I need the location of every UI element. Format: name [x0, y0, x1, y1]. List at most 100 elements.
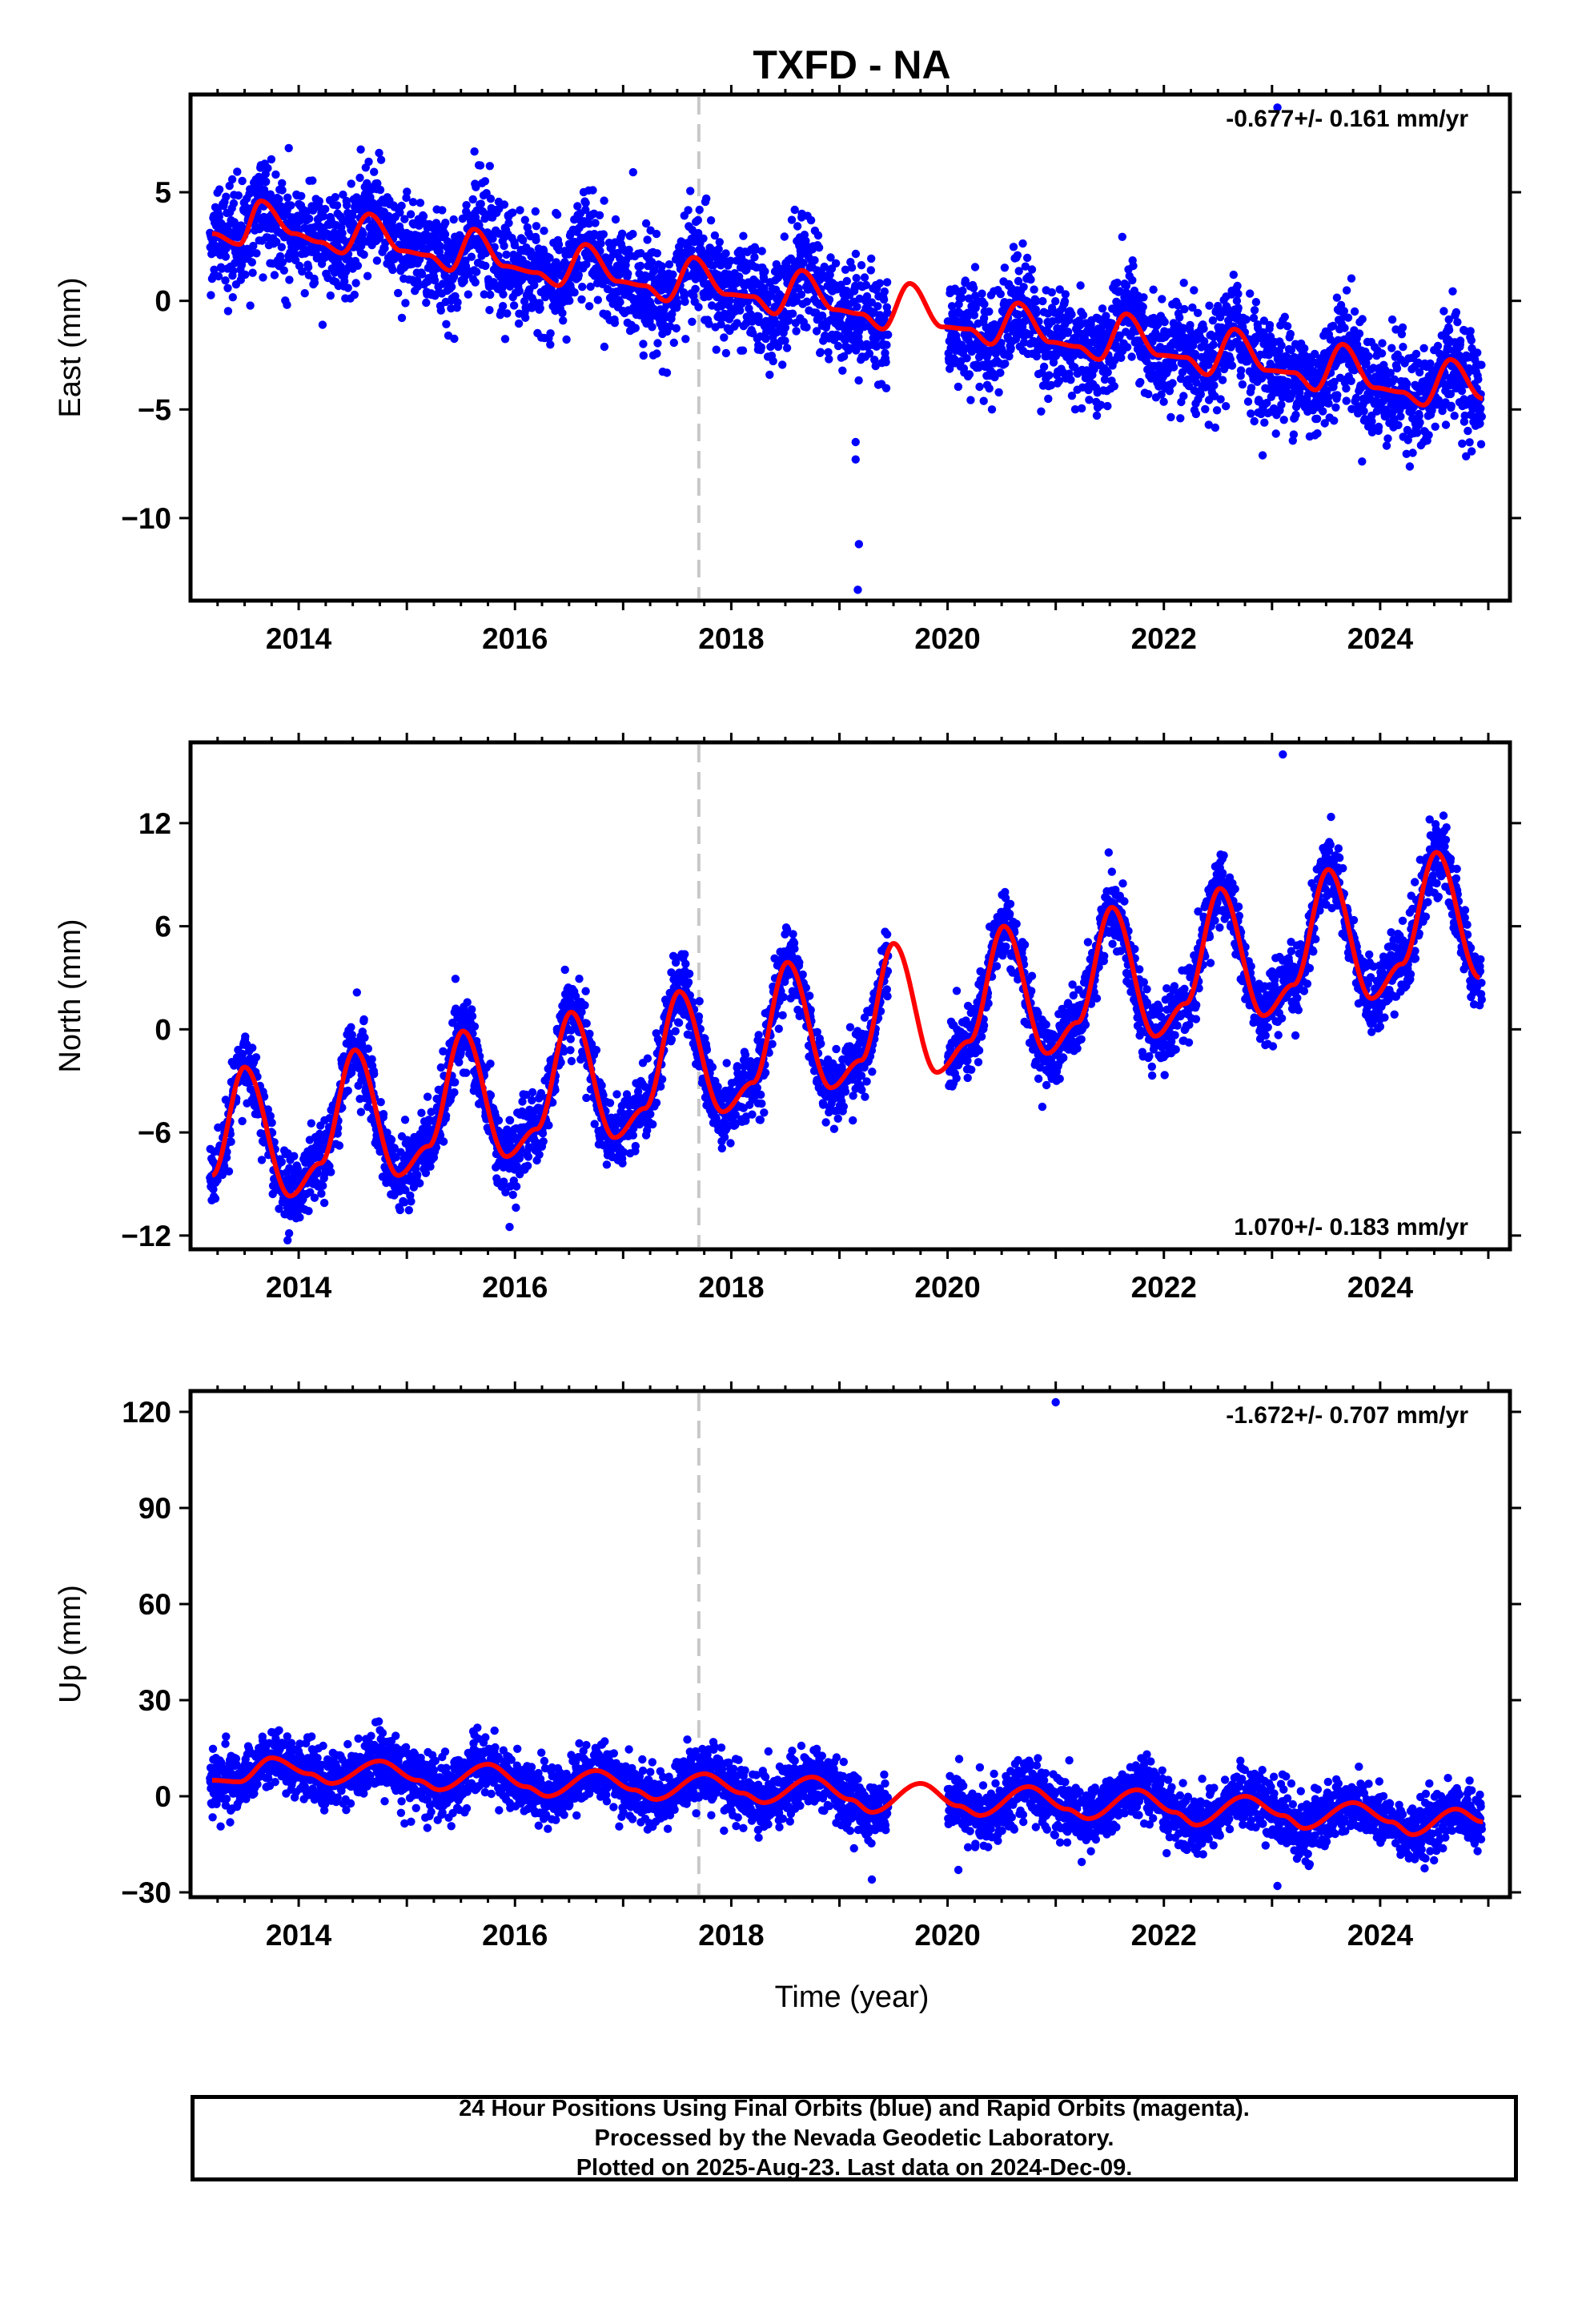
position-point	[802, 323, 811, 332]
position-point	[600, 196, 608, 205]
position-point	[332, 201, 342, 210]
position-point	[353, 261, 363, 270]
position-point	[1265, 320, 1275, 330]
position-point	[305, 214, 314, 223]
position-point	[1412, 428, 1422, 437]
position-point	[1331, 403, 1340, 412]
position-point	[1405, 462, 1415, 471]
position-point	[331, 193, 339, 202]
position-point	[363, 1044, 372, 1053]
position-point	[348, 211, 357, 220]
position-point	[1399, 343, 1407, 352]
position-point	[1260, 418, 1269, 427]
position-point	[1477, 412, 1487, 421]
position-point	[1247, 409, 1255, 418]
position-point	[1113, 278, 1122, 287]
position-point	[1289, 430, 1299, 439]
position-point	[739, 231, 748, 240]
position-point	[987, 405, 997, 414]
position-point	[1439, 307, 1448, 316]
position-point	[954, 382, 963, 392]
position-point	[628, 167, 637, 177]
position-point	[867, 254, 876, 263]
position-point	[1343, 313, 1353, 322]
position-point	[985, 384, 994, 393]
y-tick-label: 5	[155, 176, 171, 209]
position-point	[721, 249, 730, 258]
position-point	[1229, 270, 1239, 279]
position-point	[1238, 380, 1247, 389]
position-point	[1453, 318, 1462, 327]
position-point	[695, 205, 704, 215]
position-point	[350, 290, 359, 300]
position-point	[450, 334, 459, 344]
position-point	[417, 1108, 426, 1117]
position-point	[1179, 392, 1188, 400]
position-point	[278, 179, 287, 187]
position-point	[285, 275, 294, 284]
position-point	[1063, 328, 1073, 336]
position-point	[657, 262, 666, 271]
position-point	[721, 348, 731, 358]
position-point	[436, 306, 445, 315]
position-point	[1448, 287, 1457, 296]
position-point	[962, 354, 971, 363]
position-point	[559, 316, 568, 325]
position-point	[394, 288, 403, 298]
position-point	[1212, 406, 1222, 415]
position-point	[223, 307, 233, 316]
position-point	[813, 231, 823, 240]
position-point	[631, 324, 640, 332]
position-point	[1383, 434, 1392, 443]
position-point	[806, 215, 816, 225]
position-point	[1286, 329, 1295, 339]
position-point	[423, 1092, 432, 1101]
position-point	[319, 1181, 327, 1190]
position-point	[1209, 340, 1218, 349]
position-point	[1234, 289, 1243, 299]
position-point	[1387, 315, 1397, 324]
position-point	[969, 283, 978, 292]
position-point	[712, 345, 721, 354]
position-point	[326, 291, 335, 300]
position-point	[1047, 287, 1057, 297]
position-point	[1233, 281, 1242, 291]
position-point	[486, 195, 496, 203]
position-point	[403, 187, 412, 196]
position-point	[879, 295, 889, 304]
position-point	[234, 191, 243, 200]
position-point	[1234, 304, 1243, 312]
position-point	[249, 241, 258, 251]
position-point	[1168, 379, 1177, 388]
position-point	[375, 232, 384, 242]
position-point	[472, 267, 481, 276]
position-point	[221, 276, 230, 285]
position-point	[396, 208, 404, 217]
position-point	[470, 147, 479, 156]
position-point	[401, 299, 410, 308]
position-point	[376, 1098, 385, 1107]
position-point	[1378, 339, 1387, 348]
position-point	[283, 300, 291, 309]
position-point	[462, 201, 471, 210]
position-point	[228, 293, 237, 302]
position-point	[502, 250, 511, 259]
position-point	[471, 278, 480, 287]
position-point	[227, 1137, 235, 1146]
position-point	[792, 327, 801, 336]
position-point	[1431, 422, 1439, 431]
position-point	[1411, 349, 1421, 359]
position-point	[467, 252, 476, 261]
position-point	[1060, 297, 1070, 306]
position-point	[1051, 297, 1060, 306]
position-point	[581, 199, 590, 207]
position-point	[1242, 315, 1251, 324]
position-point	[359, 229, 367, 238]
position-point	[251, 1053, 261, 1062]
position-point	[364, 157, 373, 167]
position-point	[1076, 281, 1085, 290]
position-point	[419, 211, 428, 221]
position-point	[1319, 407, 1327, 416]
position-point	[662, 368, 672, 377]
position-point	[449, 272, 459, 281]
